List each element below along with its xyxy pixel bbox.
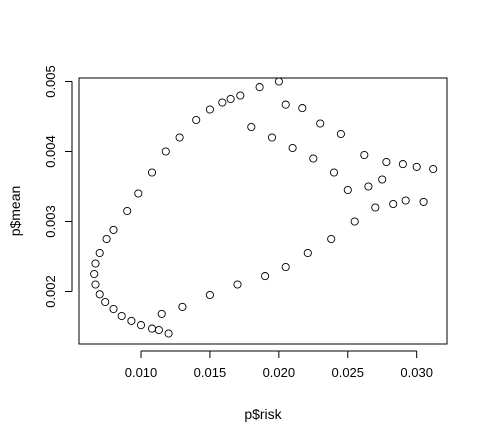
scatter-point xyxy=(218,98,227,107)
scatter-point xyxy=(371,203,380,212)
scatter-point xyxy=(419,197,428,206)
y-tick-label: 0.004 xyxy=(43,135,58,168)
scatter-point xyxy=(350,217,359,226)
scatter-point xyxy=(378,175,387,184)
scatter-point xyxy=(95,248,104,258)
scatter-point xyxy=(205,105,214,114)
scatter-point xyxy=(147,168,157,177)
scatter-point xyxy=(281,100,290,109)
scatter-point xyxy=(192,115,201,125)
scatter-point xyxy=(226,94,235,104)
scatter-point xyxy=(309,154,318,163)
x-axis: 0.010 0.015 0.020 0.025 0.030 xyxy=(125,350,433,380)
scatter-point xyxy=(382,157,391,167)
x-axis-title: p$risk xyxy=(244,406,282,422)
scatter-point xyxy=(343,185,352,195)
x-tick-label: 0.010 xyxy=(125,365,158,380)
scatter-point xyxy=(91,259,100,268)
scatter-point xyxy=(95,290,104,299)
scatter-point xyxy=(127,316,136,325)
scatter-point xyxy=(109,304,118,314)
scatter-point xyxy=(267,133,277,142)
scatter-point xyxy=(154,325,163,335)
scatter-point xyxy=(91,280,100,289)
scatter-point xyxy=(136,321,146,330)
scatter-point xyxy=(401,196,410,205)
scatter-point xyxy=(336,129,345,139)
scatter-point xyxy=(161,147,170,156)
scatter-point xyxy=(255,83,264,92)
scatter-point xyxy=(90,269,99,279)
x-tick-label: 0.015 xyxy=(194,365,227,380)
x-tick-label: 0.020 xyxy=(263,365,296,380)
scatter-point xyxy=(247,122,256,132)
scatter-point xyxy=(364,182,373,191)
y-tick-label: 0.002 xyxy=(43,275,58,308)
y-axis-title: p$mean xyxy=(7,186,23,237)
scatter-point xyxy=(398,160,407,169)
scatter-point xyxy=(123,206,132,216)
scatter-point xyxy=(164,329,173,338)
scatter-point xyxy=(389,199,398,209)
scatter-point xyxy=(233,280,242,289)
scatter-point xyxy=(303,248,312,258)
scatter-point xyxy=(102,234,111,244)
y-tick-label: 0.003 xyxy=(43,205,58,238)
x-tick-label: 0.030 xyxy=(400,365,433,380)
scatter-point xyxy=(298,104,307,113)
scatter-point xyxy=(157,309,166,318)
scatter-point xyxy=(101,297,110,307)
scatter-point xyxy=(178,302,187,311)
scatter-point xyxy=(316,119,325,128)
scatter-point xyxy=(261,272,270,281)
scatter-point xyxy=(205,290,214,300)
scatter-point xyxy=(109,225,118,234)
scatter-point xyxy=(329,168,339,177)
scatter-point xyxy=(412,162,421,171)
y-tick-label: 0.005 xyxy=(43,65,58,98)
scatter-point xyxy=(117,311,126,321)
y-axis: 0.002 0.003 0.004 0.005 xyxy=(43,65,73,308)
scatter-point xyxy=(175,133,184,142)
plot-frame xyxy=(78,77,448,345)
scatter-point xyxy=(429,164,438,174)
scatter-point xyxy=(236,91,245,100)
scatter-point xyxy=(327,234,336,244)
scatter-point xyxy=(360,150,369,160)
scatter-point xyxy=(288,143,297,153)
scatter-point xyxy=(281,262,290,272)
x-tick-label: 0.025 xyxy=(331,365,364,380)
points-layer xyxy=(90,77,438,338)
scatter-point xyxy=(134,189,143,198)
